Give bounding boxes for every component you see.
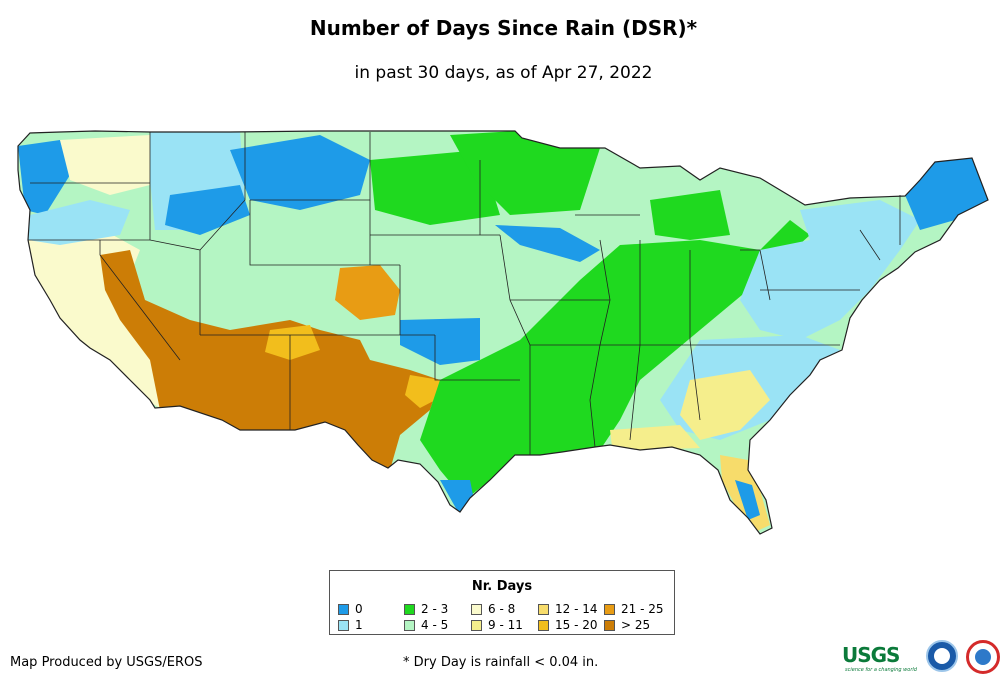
usgs-logo: USGS bbox=[842, 643, 900, 667]
legend: Nr. Days 0 1 2 - 3 4 - 5 6 - 8 9 - 11 12… bbox=[329, 570, 675, 635]
legend-swatch bbox=[404, 620, 415, 631]
agency-logos: USGS science for a changing world bbox=[842, 638, 1004, 678]
legend-swatch bbox=[404, 604, 415, 615]
legend-swatch bbox=[604, 620, 615, 631]
legend-item-3: 4 - 5 bbox=[404, 619, 448, 632]
map-title: Number of Days Since Rain (DSR)* bbox=[309, 16, 698, 40]
legend-title: Nr. Days bbox=[471, 579, 533, 594]
legend-item-4: 6 - 8 bbox=[471, 603, 515, 616]
noaa-logo bbox=[926, 640, 958, 672]
usgs-tagline: science for a changing world bbox=[845, 667, 917, 673]
legend-item-5: 9 - 11 bbox=[471, 619, 523, 632]
legend-item-0: 0 bbox=[338, 603, 363, 616]
legend-swatch bbox=[338, 604, 349, 615]
legend-item-1: 1 bbox=[338, 619, 363, 632]
legend-swatch bbox=[604, 604, 615, 615]
legend-swatch bbox=[538, 604, 549, 615]
legend-swatch bbox=[471, 620, 482, 631]
legend-item-8: 21 - 25 bbox=[604, 603, 664, 616]
nws-logo bbox=[966, 640, 1000, 674]
legend-swatch bbox=[471, 604, 482, 615]
map-subtitle: in past 30 days, as of Apr 27, 2022 bbox=[354, 63, 653, 83]
dry-day-footnote: * Dry Day is rainfall < 0.04 in. bbox=[403, 655, 599, 670]
legend-item-6: 12 - 14 bbox=[538, 603, 598, 616]
legend-item-7: 15 - 20 bbox=[538, 619, 598, 632]
legend-item-2: 2 - 3 bbox=[404, 603, 448, 616]
legend-swatch bbox=[338, 620, 349, 631]
map-credit: Map Produced by USGS/EROS bbox=[10, 655, 203, 670]
legend-swatch bbox=[538, 620, 549, 631]
legend-item-9: > 25 bbox=[604, 619, 650, 632]
